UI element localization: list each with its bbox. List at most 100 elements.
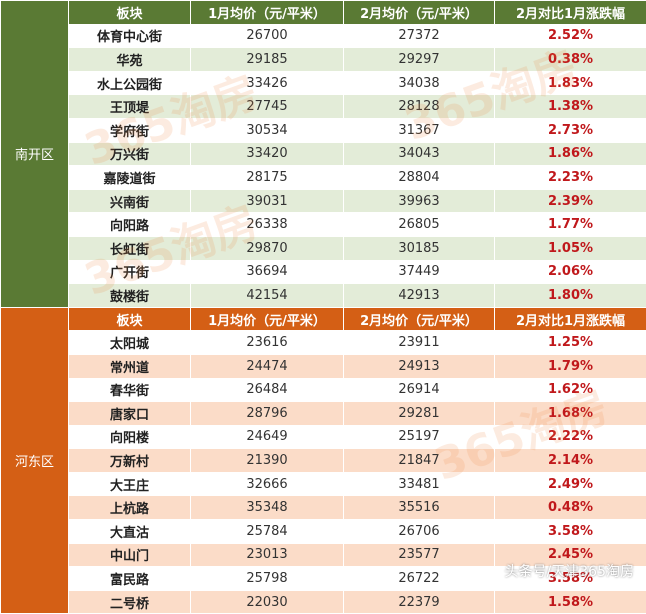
change-percent: 1.86% <box>495 142 646 166</box>
jan-price: 33420 <box>191 142 344 166</box>
area-name: 广开街 <box>69 260 191 284</box>
change-percent: 1.05% <box>495 236 646 260</box>
change-percent: 0.38% <box>495 48 646 72</box>
district-label: 河东区 <box>1 307 69 614</box>
area-name: 兴南街 <box>69 189 191 213</box>
change-percent: 2.22% <box>495 425 646 449</box>
change-percent: 1.68% <box>495 402 646 426</box>
feb-price: 26706 <box>344 520 495 544</box>
column-header: 1月均价（元/平米） <box>191 307 344 331</box>
area-name: 学府街 <box>69 118 191 142</box>
change-percent: 2.14% <box>495 449 646 473</box>
jan-price: 42154 <box>191 284 344 308</box>
feb-price: 29281 <box>344 402 495 426</box>
feb-price: 29297 <box>344 48 495 72</box>
feb-price: 21847 <box>344 449 495 473</box>
area-name: 大直沽 <box>69 520 191 544</box>
feb-price: 27372 <box>344 24 495 48</box>
change-percent: 2.52% <box>495 24 646 48</box>
change-percent: 0.48% <box>495 496 646 520</box>
jan-price: 28175 <box>191 166 344 190</box>
change-percent: 2.45% <box>495 543 646 567</box>
change-percent: 2.06% <box>495 260 646 284</box>
jan-price: 26484 <box>191 378 344 402</box>
jan-price: 36694 <box>191 260 344 284</box>
jan-price: 25784 <box>191 520 344 544</box>
column-header: 2月均价（元/平米） <box>344 307 495 331</box>
change-percent: 1.79% <box>495 354 646 378</box>
area-name: 常州道 <box>69 354 191 378</box>
area-name: 上杭路 <box>69 496 191 520</box>
jan-price: 24649 <box>191 425 344 449</box>
change-percent: 1.25% <box>495 331 646 355</box>
change-percent: 1.62% <box>495 378 646 402</box>
district-label: 南开区 <box>1 1 69 308</box>
feb-price: 22379 <box>344 590 495 614</box>
jan-price: 28796 <box>191 402 344 426</box>
area-name: 长虹街 <box>69 236 191 260</box>
change-percent: 1.77% <box>495 213 646 237</box>
change-percent: 3.58% <box>495 520 646 544</box>
area-name: 中山门 <box>69 543 191 567</box>
column-header: 1月均价（元/平米） <box>191 1 344 25</box>
jan-price: 39031 <box>191 189 344 213</box>
feb-price: 23577 <box>344 543 495 567</box>
area-name: 向阳路 <box>69 213 191 237</box>
change-percent: 2.73% <box>495 118 646 142</box>
feb-price: 28128 <box>344 95 495 119</box>
feb-price: 26914 <box>344 378 495 402</box>
area-name: 太阳城 <box>69 331 191 355</box>
feb-price: 23911 <box>344 331 495 355</box>
column-header: 2月对比1月涨跌幅 <box>495 1 646 25</box>
area-name: 唐家口 <box>69 402 191 426</box>
column-header: 板块 <box>69 307 191 331</box>
feb-price: 35516 <box>344 496 495 520</box>
feb-price: 42913 <box>344 284 495 308</box>
area-name: 鼓楼街 <box>69 284 191 308</box>
change-percent: 1.58% <box>495 590 646 614</box>
jan-price: 29185 <box>191 48 344 72</box>
change-percent: 1.83% <box>495 71 646 95</box>
jan-price: 26700 <box>191 24 344 48</box>
jan-price: 23013 <box>191 543 344 567</box>
change-percent: 2.23% <box>495 166 646 190</box>
area-name: 万兴街 <box>69 142 191 166</box>
jan-price: 26338 <box>191 213 344 237</box>
feb-price: 31367 <box>344 118 495 142</box>
jan-price: 21390 <box>191 449 344 473</box>
change-percent: 1.80% <box>495 284 646 308</box>
area-name: 王顶堤 <box>69 95 191 119</box>
area-name: 万新村 <box>69 449 191 473</box>
feb-price: 30185 <box>344 236 495 260</box>
feb-price: 28804 <box>344 166 495 190</box>
change-percent: 2.49% <box>495 472 646 496</box>
area-name: 向阳楼 <box>69 425 191 449</box>
area-name: 水上公园街 <box>69 71 191 95</box>
jan-price: 33426 <box>191 71 344 95</box>
column-header: 板块 <box>69 1 191 25</box>
feb-price: 37449 <box>344 260 495 284</box>
jan-price: 29870 <box>191 236 344 260</box>
jan-price: 22030 <box>191 590 344 614</box>
